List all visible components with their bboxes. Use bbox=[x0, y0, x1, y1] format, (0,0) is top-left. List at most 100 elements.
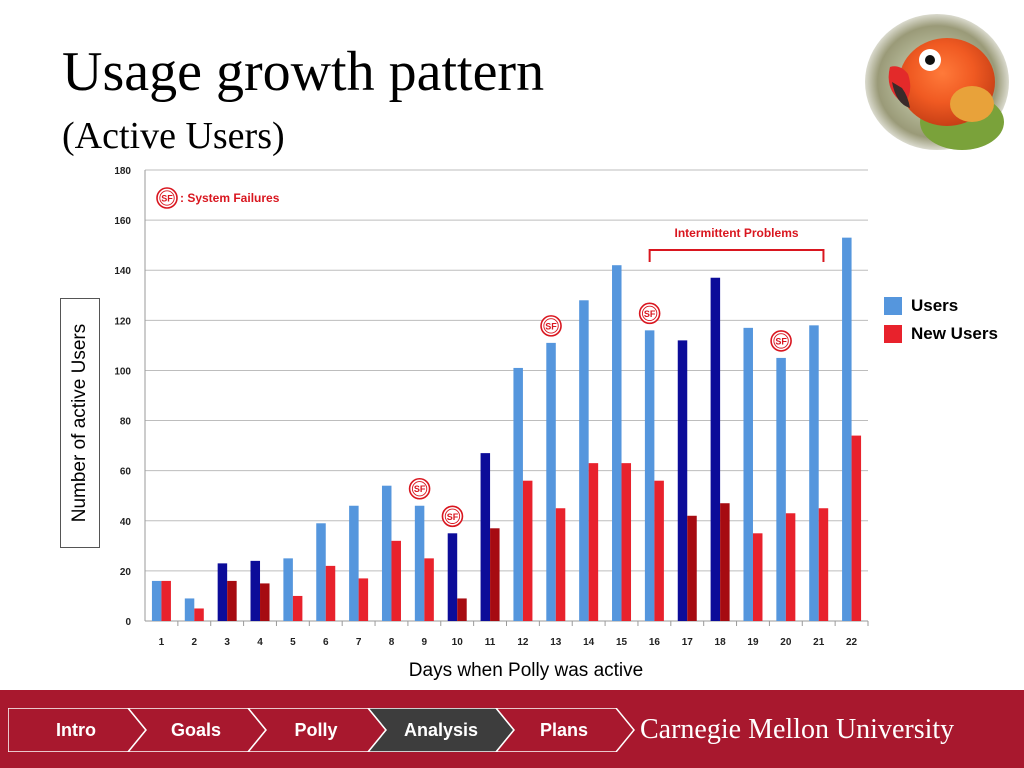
bar-new-users bbox=[555, 508, 566, 621]
bar-new-users bbox=[194, 608, 204, 621]
sf-marker-label: SF bbox=[545, 321, 557, 331]
y-tick-label: 120 bbox=[114, 316, 131, 327]
bar-users bbox=[842, 237, 852, 621]
bar-new-users bbox=[851, 435, 862, 621]
bar-new-users bbox=[687, 515, 697, 621]
bar-new-users bbox=[522, 480, 533, 621]
sf-marker-inner-ring bbox=[543, 318, 559, 334]
sf-marker-inner-ring bbox=[411, 481, 428, 497]
bar-users bbox=[513, 367, 523, 621]
bar-new-users bbox=[752, 533, 763, 621]
nav-label-goals[interactable]: Goals bbox=[170, 720, 222, 740]
x-tick-label: 18 bbox=[715, 637, 727, 648]
bar-new-users bbox=[358, 578, 369, 621]
sf-marker-inner-ring bbox=[773, 333, 789, 349]
y-axis-label-box bbox=[60, 298, 100, 548]
y-tick-label: 80 bbox=[120, 417, 132, 428]
bar-users bbox=[217, 563, 228, 621]
sf-marker-inner-ring bbox=[444, 508, 461, 524]
sf-legend-marker-inner-ring bbox=[159, 190, 175, 206]
x-tick-label: 6 bbox=[323, 637, 329, 648]
sf-marker-label: SF bbox=[414, 484, 426, 494]
x-tick-label: 21 bbox=[813, 637, 825, 648]
x-tick-label: 22 bbox=[846, 637, 858, 648]
y-tick-label: 60 bbox=[120, 467, 132, 478]
parrot-photo bbox=[865, 14, 1009, 150]
nav-label-analysis[interactable]: Analysis bbox=[403, 720, 479, 740]
sf-legend-marker-label: SF bbox=[161, 194, 173, 204]
x-tick-label: 4 bbox=[257, 637, 263, 648]
legend-label-new-users: New Users bbox=[911, 324, 998, 343]
bar-new-users bbox=[490, 528, 500, 621]
x-tick-label: 20 bbox=[780, 637, 792, 648]
sf-marker-label: SF bbox=[644, 309, 656, 319]
bar-new-users bbox=[292, 595, 303, 621]
bar-users bbox=[316, 523, 326, 621]
bar-new-users bbox=[391, 540, 401, 621]
x-tick-label: 7 bbox=[356, 637, 362, 648]
bar-users bbox=[250, 560, 261, 621]
bar-users bbox=[809, 325, 819, 621]
bar-users bbox=[381, 485, 392, 621]
section-nav-chevrons bbox=[8, 708, 635, 752]
x-tick-label: 14 bbox=[583, 637, 595, 648]
bar-users bbox=[743, 327, 753, 621]
nav-label-intro[interactable]: Intro bbox=[56, 720, 96, 740]
bar-new-users bbox=[457, 598, 467, 621]
bar-users bbox=[480, 453, 491, 621]
y-axis-label: Number of active Users bbox=[69, 323, 90, 523]
x-tick-label: 19 bbox=[747, 637, 759, 648]
nav-label-polly[interactable]: Polly bbox=[294, 720, 338, 740]
bar-users bbox=[644, 330, 655, 621]
nav-chevron-plans[interactable] bbox=[495, 708, 635, 752]
x-axis-label: Days when Polly was active bbox=[408, 660, 644, 681]
nav-label-plans[interactable]: Plans bbox=[539, 720, 589, 740]
bar-users bbox=[546, 342, 556, 621]
sf-legend-text: : System Failures bbox=[180, 191, 280, 205]
page-title: Usage growth pattern bbox=[62, 41, 545, 103]
nav-chevron-polly[interactable] bbox=[247, 708, 387, 752]
bar-users bbox=[414, 505, 425, 621]
bar-users bbox=[776, 357, 786, 621]
brand-wordmark: Carnegie Mellon University bbox=[640, 714, 955, 745]
x-tick-label: 16 bbox=[649, 637, 661, 648]
bar-users bbox=[283, 558, 293, 621]
x-tick-label: 15 bbox=[616, 637, 628, 648]
bar-users bbox=[349, 505, 359, 621]
x-tick-label: 12 bbox=[517, 637, 529, 648]
bar-new-users bbox=[161, 580, 171, 621]
legend-item-new-users: New Users bbox=[884, 320, 998, 348]
bar-new-users bbox=[818, 508, 829, 621]
legend-item-users: Users bbox=[884, 292, 998, 320]
nav-chevron-goals[interactable] bbox=[127, 708, 267, 752]
sf-marker-inner-ring bbox=[641, 305, 658, 322]
section-nav: Intro Goals Polly Analysis Plans bbox=[8, 708, 648, 752]
sf-marker-label: SF bbox=[447, 512, 459, 522]
bar-users bbox=[151, 580, 162, 621]
x-tick-label: 8 bbox=[389, 637, 395, 648]
legend-swatch-users bbox=[884, 297, 902, 315]
bar-users bbox=[447, 533, 458, 621]
x-tick-label: 10 bbox=[452, 637, 464, 648]
y-tick-label: 100 bbox=[114, 366, 131, 377]
nav-chevron-analysis[interactable] bbox=[367, 708, 515, 752]
intermittent-bracket bbox=[648, 249, 825, 262]
x-tick-label: 1 bbox=[159, 637, 165, 648]
bar-users bbox=[710, 277, 721, 621]
x-tick-label: 11 bbox=[485, 637, 496, 648]
bar-new-users bbox=[260, 583, 270, 621]
bar-new-users bbox=[325, 565, 336, 621]
bar-new-users bbox=[720, 503, 730, 621]
intermittent-label: Intermittent Problems bbox=[675, 226, 799, 240]
bar-new-users bbox=[588, 463, 599, 621]
x-tick-label: 3 bbox=[224, 637, 230, 648]
chart-legend: Users New Users bbox=[884, 292, 998, 348]
y-tick-label: 140 bbox=[114, 266, 131, 277]
footer-bar: Intro Goals Polly Analysis Plans Carnegi… bbox=[0, 690, 1024, 768]
bar-new-users bbox=[227, 580, 237, 621]
page-subtitle: (Active Users) bbox=[62, 115, 285, 157]
legend-swatch-new-users bbox=[884, 325, 902, 343]
bar-new-users bbox=[785, 513, 796, 621]
bar-new-users bbox=[654, 480, 664, 621]
